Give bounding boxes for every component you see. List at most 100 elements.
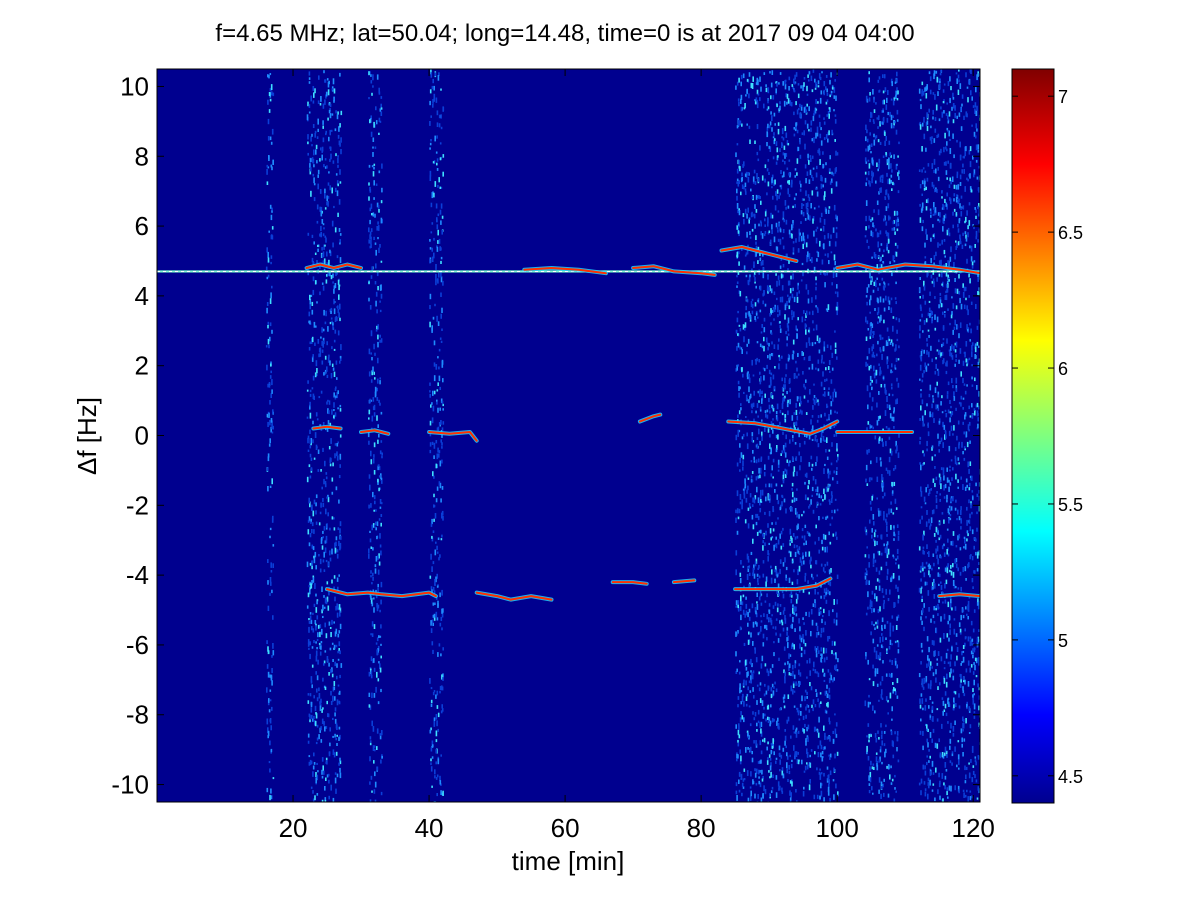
noise-speck [769, 443, 771, 449]
noise-speck [927, 271, 929, 276]
noise-speck [966, 305, 968, 311]
noise-speck [956, 139, 958, 143]
noise-speck [829, 155, 831, 160]
noise-speck [334, 412, 337, 417]
noise-speck [956, 78, 958, 84]
noise-speck [321, 282, 324, 285]
noise-speck [875, 102, 877, 105]
noise-speck [966, 177, 968, 181]
noise-speck [802, 588, 805, 593]
noise-speck [796, 172, 798, 176]
noise-speck [764, 218, 766, 222]
noise-speck [380, 293, 383, 299]
noise-speck [815, 276, 817, 281]
noise-speck [828, 677, 831, 684]
noise-speck [929, 732, 932, 738]
noise-speck [759, 474, 761, 479]
noise-speck [308, 647, 310, 650]
noise-speck [788, 770, 791, 775]
noise-speck [780, 545, 783, 550]
noise-speck [869, 777, 872, 783]
noise-speck [808, 532, 810, 537]
noise-speck [748, 680, 751, 684]
noise-speck [738, 725, 740, 730]
noise-speck [798, 107, 800, 111]
noise-speck [312, 173, 315, 177]
noise-speck [756, 531, 759, 536]
noise-speck [339, 303, 341, 310]
noise-speck [753, 265, 755, 268]
noise-speck [814, 402, 816, 406]
noise-speck [784, 468, 786, 472]
noise-speck [370, 450, 372, 457]
noise-speck [767, 274, 769, 280]
noise-speck [807, 399, 809, 403]
noise-speck [817, 101, 819, 104]
noise-speck [948, 479, 950, 483]
noise-speck [737, 230, 740, 234]
noise-speck [805, 472, 808, 478]
noise-speck [772, 626, 775, 629]
noise-speck [770, 750, 773, 755]
noise-speck [952, 104, 955, 108]
noise-speck [737, 310, 739, 314]
noise-speck [309, 294, 311, 301]
noise-speck [760, 797, 763, 802]
noise-speck [873, 139, 876, 146]
noise-speck [966, 329, 969, 332]
noise-speck [775, 543, 778, 549]
noise-speck [837, 794, 839, 797]
noise-speck [825, 486, 828, 493]
noise-speck [311, 234, 314, 238]
noise-speck [743, 778, 746, 781]
noise-speck [378, 553, 380, 559]
noise-speck [321, 757, 324, 762]
noise-speck [436, 168, 439, 171]
noise-speck [924, 502, 927, 505]
noise-speck [978, 405, 980, 410]
noise-speck [881, 646, 884, 649]
noise-speck [940, 616, 942, 622]
noise-speck [874, 593, 876, 600]
noise-speck [793, 745, 795, 751]
noise-speck [313, 499, 316, 505]
noise-speck [432, 78, 434, 84]
noise-speck [319, 103, 322, 106]
noise-speck [312, 261, 314, 266]
noise-speck [869, 183, 871, 187]
noise-speck [782, 217, 785, 221]
noise-speck [804, 765, 807, 771]
noise-speck [830, 188, 833, 194]
noise-speck [806, 660, 808, 664]
noise-speck [768, 617, 770, 622]
noise-speck [834, 498, 837, 501]
noise-speck [786, 719, 788, 724]
noise-speck [789, 540, 792, 544]
noise-speck [431, 417, 434, 424]
noise-speck [335, 628, 338, 634]
noise-speck [368, 164, 371, 168]
noise-speck [773, 385, 776, 390]
noise-speck [307, 437, 309, 444]
noise-speck [441, 686, 444, 691]
noise-speck [429, 293, 432, 300]
noise-speck [788, 86, 790, 91]
noise-speck [750, 790, 752, 797]
noise-speck [869, 331, 872, 337]
noise-speck [739, 717, 742, 723]
noise-speck [810, 686, 813, 691]
noise-speck [767, 289, 769, 294]
noise-speck [833, 794, 835, 800]
noise-speck [756, 341, 759, 344]
noise-speck [745, 191, 747, 195]
noise-speck [837, 454, 839, 458]
noise-speck [806, 691, 808, 696]
noise-speck [835, 167, 837, 172]
noise-speck [746, 770, 749, 776]
noise-speck [796, 488, 798, 491]
noise-speck [439, 142, 442, 145]
noise-speck [373, 180, 375, 186]
noise-speck [439, 690, 441, 694]
noise-speck [431, 247, 433, 252]
noise-speck [375, 527, 377, 531]
